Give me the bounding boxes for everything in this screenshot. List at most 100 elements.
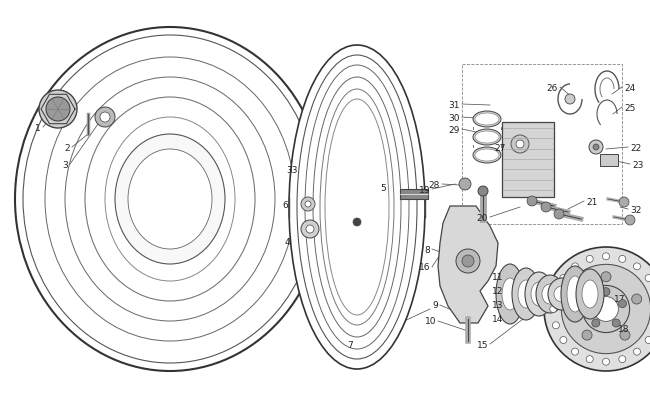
Circle shape [602,288,610,296]
Ellipse shape [582,280,598,308]
Circle shape [301,198,315,211]
Circle shape [601,272,611,282]
Text: 14: 14 [491,315,503,324]
Circle shape [562,265,650,354]
Text: 27: 27 [495,143,506,152]
Ellipse shape [473,148,501,164]
Text: 8: 8 [424,245,430,254]
Circle shape [632,294,642,304]
Ellipse shape [576,269,604,319]
Circle shape [95,108,115,128]
Text: 25: 25 [624,103,635,112]
Ellipse shape [313,78,401,337]
Circle shape [634,263,640,270]
Circle shape [544,247,650,371]
Circle shape [527,196,537,207]
Text: 9: 9 [432,301,438,310]
Text: 32: 32 [630,205,642,214]
Circle shape [100,113,110,123]
Text: 22: 22 [630,143,642,152]
Text: 6: 6 [282,200,288,209]
Ellipse shape [115,135,225,264]
Circle shape [459,179,471,190]
Text: 19: 19 [419,185,430,194]
Ellipse shape [525,272,553,316]
Circle shape [619,198,629,207]
Circle shape [550,306,557,313]
Ellipse shape [542,284,558,304]
Circle shape [560,275,567,282]
Ellipse shape [518,280,534,308]
Circle shape [592,319,600,327]
Circle shape [552,322,560,329]
Text: 16: 16 [419,263,430,272]
Text: 30: 30 [448,113,460,122]
Circle shape [593,297,618,322]
Text: 1: 1 [35,123,41,132]
Circle shape [582,330,592,340]
Circle shape [593,145,599,151]
Circle shape [619,356,626,363]
Circle shape [589,141,603,155]
Circle shape [612,319,620,327]
Ellipse shape [105,118,235,281]
Circle shape [301,220,319,239]
Ellipse shape [502,278,518,310]
Circle shape [586,356,593,363]
Bar [400,190,428,200]
Ellipse shape [45,58,295,341]
Ellipse shape [536,275,564,313]
Circle shape [603,358,610,365]
Circle shape [582,286,630,333]
Ellipse shape [325,100,389,315]
Text: 5: 5 [380,183,386,192]
Text: 2: 2 [64,143,70,152]
Circle shape [46,98,70,121]
Text: 13: 13 [491,301,503,310]
Ellipse shape [128,149,212,249]
Ellipse shape [23,36,317,363]
Text: 11: 11 [491,273,503,282]
Text: 33: 33 [287,165,298,174]
Ellipse shape [554,286,570,302]
Ellipse shape [567,276,583,312]
Text: 23: 23 [632,160,644,169]
Circle shape [586,300,593,308]
Text: 12: 12 [491,287,503,296]
Circle shape [306,226,314,233]
Circle shape [571,348,578,355]
Circle shape [619,300,627,308]
Text: 10: 10 [424,317,436,326]
Circle shape [645,337,650,343]
Ellipse shape [320,90,394,325]
Circle shape [619,256,626,263]
Ellipse shape [548,278,576,310]
Text: 4: 4 [284,237,290,246]
Text: 20: 20 [476,213,488,222]
Circle shape [570,294,580,304]
Circle shape [603,253,610,260]
Ellipse shape [297,56,417,359]
Ellipse shape [473,130,501,146]
Ellipse shape [475,149,499,162]
Circle shape [586,256,593,263]
Bar [600,155,618,166]
Text: 24: 24 [624,83,635,92]
Ellipse shape [65,78,275,321]
Ellipse shape [561,266,589,322]
Circle shape [353,218,361,226]
Ellipse shape [473,112,501,128]
Bar [502,123,554,198]
Ellipse shape [496,264,524,324]
Circle shape [552,290,560,296]
Ellipse shape [475,114,499,126]
Circle shape [560,337,567,343]
Circle shape [625,215,635,226]
Text: 26: 26 [547,83,558,92]
Ellipse shape [512,269,540,320]
Text: 28: 28 [428,180,440,189]
Circle shape [634,348,640,355]
Text: 17: 17 [614,295,625,304]
Text: 3: 3 [62,160,68,169]
Text: 29: 29 [448,125,460,134]
